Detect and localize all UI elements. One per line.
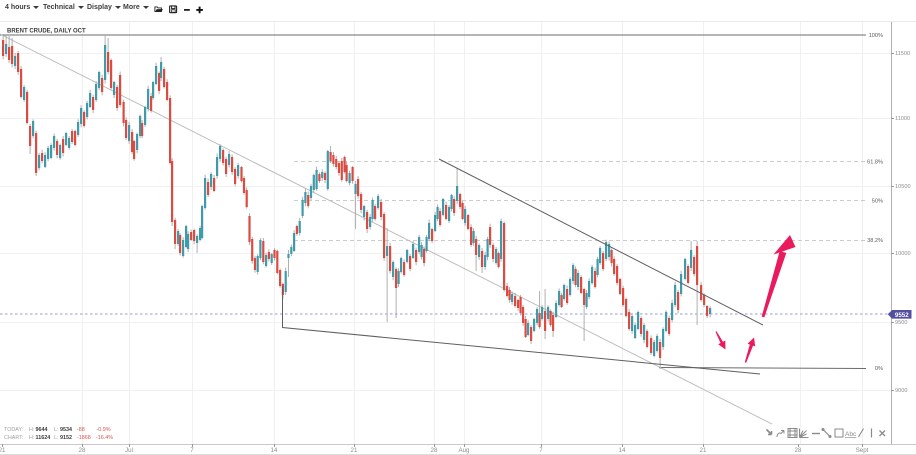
svg-text:14: 14: [271, 447, 278, 454]
svg-text:Aug: Aug: [458, 447, 470, 454]
svg-text:11624: 11624: [36, 435, 51, 441]
svg-text:9500: 9500: [895, 320, 907, 326]
svg-text:10500: 10500: [895, 184, 911, 190]
svg-text:50%: 50%: [872, 199, 883, 205]
svg-text:28: 28: [431, 447, 438, 454]
svg-text:10000: 10000: [895, 251, 911, 257]
svg-text:11500: 11500: [895, 51, 910, 57]
svg-text:28: 28: [79, 447, 86, 454]
svg-text:CHART:: CHART:: [4, 435, 23, 441]
svg-text:14: 14: [619, 447, 626, 454]
svg-text:-16.4%: -16.4%: [96, 435, 113, 441]
svg-text:21: 21: [351, 447, 358, 454]
svg-text:-88: -88: [77, 427, 85, 433]
svg-text:9534: 9534: [60, 427, 72, 433]
svg-text:L:: L:: [54, 427, 59, 433]
svg-text:9552: 9552: [895, 312, 909, 319]
svg-text:38.2%: 38.2%: [867, 238, 883, 244]
svg-text:L:: L:: [54, 435, 59, 441]
svg-text:-1868: -1868: [77, 435, 91, 441]
svg-text:9644: 9644: [36, 427, 48, 433]
svg-text:7: 7: [539, 447, 543, 454]
svg-text:61.8%: 61.8%: [867, 160, 883, 166]
svg-text:0%: 0%: [875, 366, 883, 372]
svg-text:BRENT CRUDE, DAILY OCT: BRENT CRUDE, DAILY OCT: [7, 29, 86, 35]
svg-text:Sept: Sept: [856, 447, 869, 454]
svg-text:21: 21: [700, 447, 707, 454]
svg-text:9152: 9152: [60, 435, 72, 441]
svg-text:Jul: Jul: [125, 447, 133, 454]
svg-text:9000: 9000: [895, 388, 907, 394]
svg-text:100%: 100%: [869, 33, 883, 39]
svg-text:21: 21: [0, 447, 6, 454]
svg-text:Abc: Abc: [845, 431, 857, 438]
svg-text:11000: 11000: [895, 116, 910, 122]
svg-text:-0.9%: -0.9%: [97, 427, 111, 433]
svg-text:TODAY:: TODAY:: [4, 427, 23, 433]
svg-text:28: 28: [795, 447, 802, 454]
svg-text:H:: H:: [29, 435, 34, 441]
svg-text:7: 7: [190, 447, 194, 454]
svg-text:H:: H:: [29, 427, 34, 433]
